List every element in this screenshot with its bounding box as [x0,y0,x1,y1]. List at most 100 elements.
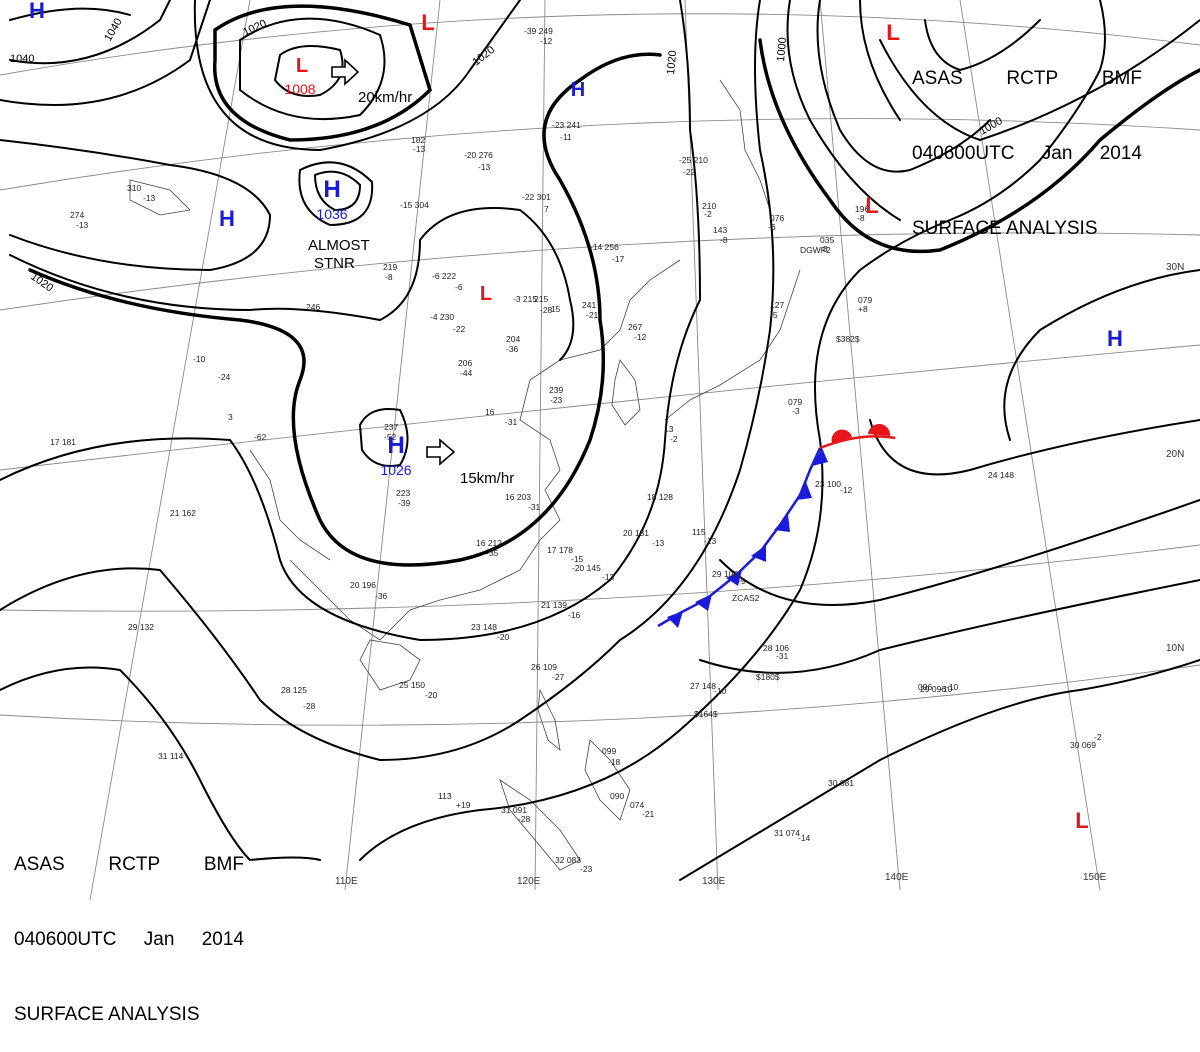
coastlines [129,79,801,871]
station-value: -2 [704,209,712,219]
station-value: $180$ [756,672,780,682]
isobar [869,419,1200,476]
station-value: -20 [497,632,510,642]
station-value: -10 [946,682,959,692]
longitude-label: 120E [517,876,541,887]
station-value: 18 128 [647,492,673,502]
title-office: BMF [1101,68,1142,89]
coastline [289,259,681,641]
station-value: 096 [918,682,932,692]
station-value: -28 [303,701,316,711]
isobar [0,139,272,272]
title-year: 2014 [201,929,244,950]
pressure-center-value: 1008 [284,81,315,97]
motion-arrow [331,58,360,86]
low-pressure-marker: L [421,10,434,35]
warm-front-line [819,435,896,450]
station-value: 3 [228,412,233,422]
station-value: -39 249 [524,26,553,36]
isobar-label: 1020 [665,50,679,75]
isobar [28,52,662,567]
longitude-label: 150E [1083,872,1107,883]
station-value: -13 [602,572,615,582]
station-value: -13 [143,193,156,203]
station-value: 219 [383,262,397,272]
station-value: 16 212 [476,538,502,548]
station-value: 246 [306,302,320,312]
isobar [358,408,409,467]
station-value: -21 [642,809,655,819]
coastline-island [359,639,421,691]
isobar [9,0,171,65]
isobar [9,7,131,21]
isobar [879,19,1200,142]
station-value: 7 [544,204,549,214]
latitude-label: 10N [1166,643,1184,654]
low-pressure-marker: L [865,193,878,218]
longitude-label: 130E [702,876,726,887]
station-value: 29 096 [920,684,946,694]
station-value: 20 131 [623,528,649,538]
station-value: 16 [485,407,495,417]
station-value: -20 [425,690,438,700]
station-value: 23 100 [815,479,841,489]
station-value: -31 [528,502,541,512]
warm-front-semicircle [868,423,891,436]
station-value: -28 [518,814,531,824]
title-line-1: ASAS RCTP BMF [14,852,244,877]
station-value: -23 [580,864,593,874]
station-value: -10 [940,684,953,694]
station-value: -16 [568,610,581,620]
station-value: ZCAS2 [732,593,760,603]
isobar [758,38,1200,254]
station-value: -18 [608,757,621,767]
station-value: 196 [855,204,869,214]
isobar [1003,269,1200,441]
station-value: -62 [254,432,267,442]
station-value: -23 241 [552,120,581,130]
station-value: 182 [411,135,425,145]
title-line-2: 040600UTC Jan 2014 [912,141,1142,166]
station-value: -15 304 [400,200,429,210]
station-value: 23 148 [471,622,497,632]
station-value: 113 [438,791,452,801]
station-value: $164$ [694,709,718,719]
isobar [924,19,1041,72]
station-value: 13 [664,424,674,434]
station-value: -13 [478,162,491,172]
high-pressure-marker: H [571,79,585,101]
station-value: 090 [610,791,624,801]
isobar [0,0,702,642]
isobar-label: 1000 [775,37,789,62]
cold-front-triangle [774,515,790,532]
station-value: 210 [702,201,716,211]
latitude-line [0,232,1200,311]
isobar [193,0,521,152]
station-value: 31 091 [501,805,527,815]
coastline-island [611,359,641,426]
station-value: -22 [453,324,466,334]
isobars [0,0,1200,881]
latitude-line [0,118,1200,191]
station-value: -13 [76,220,89,230]
motion-arrow [426,438,456,466]
station-value: -22 [683,167,696,177]
station-value: 241 [582,300,596,310]
cold-front-triangle [751,545,766,562]
station-value: 25 150 [399,680,425,690]
title-agency: ASAS [912,68,963,89]
station-value: -8 [720,235,728,245]
motion-speed-label: 15km/hr [460,470,514,487]
isobar [719,499,1200,606]
title-product: SURFACE ANALYSIS [912,218,1098,239]
station-value: -39 [398,498,411,508]
station-value: -36 [506,344,519,354]
station-value: 30 081 [828,778,854,788]
station-value: DGWF2 [800,245,831,255]
station-value: +8 [858,304,868,314]
station-value: 31 114 [158,751,184,761]
station-value: -12 [540,36,553,46]
coastline-island [584,739,631,821]
station-value: 27 148 [690,681,716,691]
graticule [0,0,1200,900]
